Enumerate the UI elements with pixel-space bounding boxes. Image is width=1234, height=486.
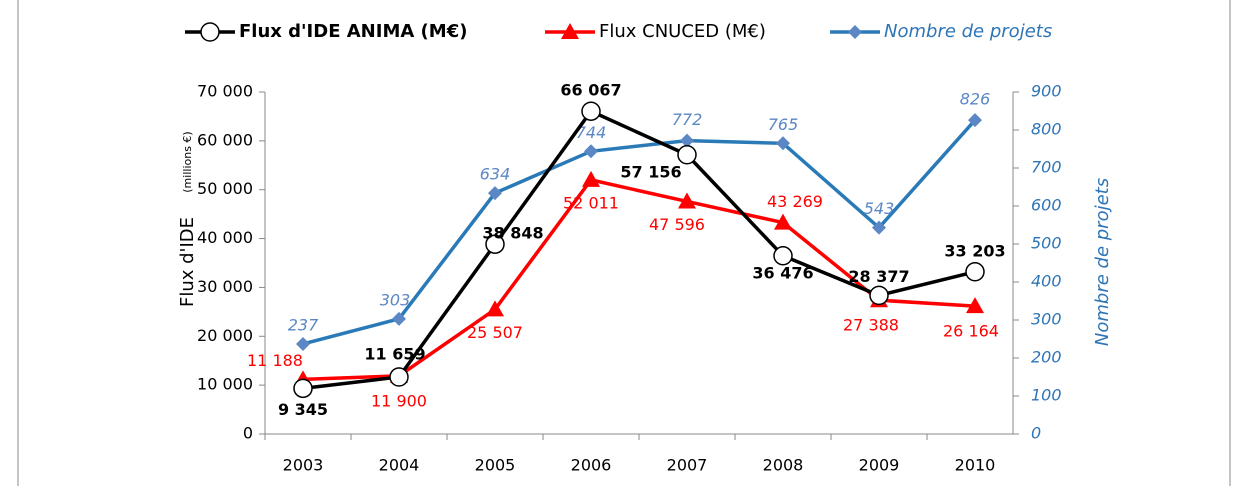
data-label: 765 [768,115,799,134]
data-label: 26 164 [943,322,999,341]
data-label: 36 476 [752,263,813,282]
legend-label: Flux d'IDE ANIMA (M€) [239,21,467,42]
x-tick-label: 2010 [955,456,996,475]
data-label: 826 [960,90,991,109]
data-label: 27 388 [843,316,899,335]
legend-label: Nombre de projets [884,21,1052,42]
legend-label: Flux CNUCED (M€) [599,21,766,42]
point [776,136,790,151]
point [389,367,409,387]
y2-tick-label: 200 [1031,348,1062,367]
point [848,25,862,39]
data-label: 38 848 [482,224,543,243]
point [584,144,598,159]
y-axis-label: Flux d'IDE [177,217,198,307]
data-label: 66 067 [560,81,621,100]
point [581,101,601,121]
point [872,220,886,235]
y2-tick-label: 800 [1031,120,1062,139]
point [200,22,220,42]
x-tick-label: 2009 [859,456,900,475]
point [293,378,313,399]
y2-tick-label: 0 [1031,424,1041,443]
data-label: 11 659 [364,345,425,364]
y-axis-note: (millions €) [181,131,194,192]
series-line [302,118,977,346]
data-label: 28 377 [848,267,909,286]
data-label: 11 900 [371,391,427,410]
point [677,145,697,165]
y2-tick-label: 900 [1031,82,1062,101]
y2-tick-label: 600 [1031,196,1062,215]
y-tick-label: 40 000 [197,228,253,247]
data-label: 543 [864,199,895,218]
series-line [302,109,976,391]
data-label: 52 011 [563,193,619,212]
x-tick-label: 2003 [283,456,324,475]
data-label: 25 507 [467,323,523,342]
point [296,336,310,351]
data-label: 57 156 [620,162,681,181]
point [561,23,579,39]
y2-tick-label: 300 [1031,310,1062,329]
data-label: 43 269 [767,192,823,211]
x-tick-label: 2005 [475,456,516,475]
y-tick-label: 0 [243,424,253,443]
x-tick-label: 2007 [667,456,708,475]
data-label: 634 [480,165,511,184]
point [392,311,406,326]
point [774,213,792,230]
y2-tick-label: 700 [1031,158,1062,177]
y2-tick-label: 500 [1031,234,1062,253]
y2-axis-label: Nombre de projets [1092,178,1113,346]
point [486,300,504,317]
x-tick-label: 2006 [571,456,612,475]
data-label: 744 [576,123,607,142]
y-tick-label: 20 000 [197,326,253,345]
y2-tick-label: 100 [1031,386,1062,405]
y-tick-label: 10 000 [197,375,253,394]
point [488,186,502,201]
point [485,234,505,254]
y-tick-label: 70 000 [197,82,253,101]
point [965,262,985,282]
y2-tick-label: 400 [1031,272,1062,291]
y-tick-label: 30 000 [197,277,253,296]
point [773,246,793,266]
chart-frame [17,0,1231,486]
y-tick-label: 60 000 [197,130,253,149]
data-label: 9 345 [278,400,328,419]
data-label: 33 203 [944,241,1005,260]
point [869,285,889,306]
data-label: 237 [288,315,319,334]
point [968,113,982,128]
point [678,192,696,209]
x-tick-label: 2004 [379,456,420,475]
data-label: 772 [672,110,703,129]
x-tick-label: 2008 [763,456,804,475]
data-label: 11 188 [247,351,303,370]
point [582,170,600,187]
point [966,297,984,314]
data-label: 303 [380,290,411,309]
data-label: 47 596 [649,215,705,234]
y-tick-label: 50 000 [197,179,253,198]
point [680,133,694,148]
